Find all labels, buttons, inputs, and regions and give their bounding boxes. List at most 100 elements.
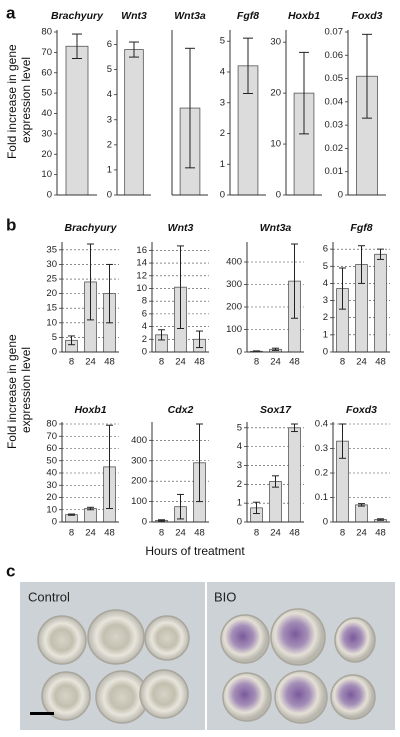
bar [84, 508, 97, 523]
chart: Foxd3 0 0.1 0.2 0.3 0.4 8 24 48 [315, 404, 390, 539]
x-tick-label: 48 [375, 528, 386, 539]
y-tick-label: 30 [46, 480, 57, 491]
image-label: Control [28, 589, 70, 604]
y-tick-label: 3 [237, 460, 242, 471]
error-bar [272, 475, 279, 488]
chart-title: Foxd3 [346, 404, 377, 416]
chart-title: Fgf8 [350, 222, 372, 234]
error-bar [106, 263, 113, 324]
x-axis-label: Hours of treatment [145, 544, 245, 558]
x-tick-label: 8 [159, 357, 164, 368]
y-tick-label: 10 [41, 169, 52, 180]
y-tick-label: 0.2 [315, 468, 328, 479]
y-tick-label: 0.03 [325, 120, 344, 131]
bar [374, 253, 387, 353]
error-bar [377, 518, 384, 521]
chart: Wnt3 0 1 2 3 4 5 6 [107, 10, 151, 201]
chart: Fgf8 0 1 2 3 4 5 6 8 24 48 [323, 222, 390, 368]
error-bar [299, 51, 309, 135]
y-tick-label: 0 [142, 347, 147, 358]
chart-title: Foxd3 [352, 10, 383, 22]
x-tick-label: 48 [194, 528, 205, 539]
y-tick-label: 16 [136, 245, 147, 256]
y-tick-label: 80 [46, 419, 57, 430]
panel-label: a [6, 3, 16, 22]
y-tick-label: 6 [142, 308, 147, 319]
y-tick-label: 14 [136, 258, 147, 269]
y-tick-label: 4 [323, 278, 328, 289]
y-axis-label: Fold increase in gene expression level [5, 331, 33, 449]
error-bar [158, 329, 165, 341]
y-axis-label-line: expression level [19, 347, 33, 433]
y-tick-label: 40 [46, 468, 57, 479]
x-tick-label: 48 [289, 357, 300, 368]
y-tick-label: 70 [41, 47, 52, 58]
y-tick-label: 6 [107, 39, 112, 50]
x-tick-label: 8 [254, 357, 259, 368]
y-tick-label: 1 [107, 164, 112, 175]
y-tick-label: 1 [323, 329, 328, 340]
bar [288, 427, 301, 523]
x-tick-label: 24 [175, 357, 186, 368]
error-bar [87, 243, 94, 321]
error-bar [68, 335, 75, 346]
error-bar [72, 33, 82, 59]
y-tick-label: 25 [46, 274, 57, 285]
x-tick-label: 24 [356, 357, 367, 368]
chart: Hoxb1 0 10 20 30 [270, 10, 322, 201]
y-tick-label: 8 [142, 296, 147, 307]
image-label: BIO [214, 589, 236, 604]
x-tick-label: 24 [270, 528, 281, 539]
y-tick-label: 4 [237, 441, 242, 452]
y-tick-label: 60 [46, 443, 57, 454]
x-tick-label: 48 [104, 357, 115, 368]
y-tick-label: 30 [41, 128, 52, 139]
bar [355, 504, 368, 523]
y-tick-label: 30 [270, 37, 281, 48]
error-bar [358, 503, 365, 507]
y-tick-label: 5 [220, 36, 225, 47]
x-tick-label: 8 [69, 357, 74, 368]
chart: Wnt3a [171, 10, 208, 196]
y-tick-label: 2 [142, 334, 147, 345]
chart-title: Brachyury [51, 10, 104, 22]
y-tick-label: 20 [270, 88, 281, 99]
chart-title: Hoxb1 [74, 404, 106, 416]
x-tick-label: 8 [340, 357, 345, 368]
y-tick-label: 6 [323, 244, 328, 255]
y-tick-label: 0.07 [325, 27, 344, 38]
y-tick-label: 0 [107, 190, 112, 201]
error-bar [129, 41, 139, 58]
y-tick-label: 0 [323, 347, 328, 358]
y-tick-label: 0 [47, 190, 52, 201]
error-bar [291, 423, 298, 433]
y-tick-label: 20 [41, 149, 52, 160]
y-tick-label: 35 [46, 244, 57, 255]
panel-label: c [6, 561, 15, 580]
y-tick-label: 0.05 [325, 73, 344, 84]
error-bar [272, 347, 279, 351]
y-tick-label: 60 [41, 67, 52, 78]
y-tick-label: 0.02 [325, 143, 344, 154]
y-tick-label: 12 [136, 270, 147, 281]
y-tick-label: 5 [52, 332, 57, 343]
x-tick-label: 48 [194, 357, 205, 368]
chart: Wnt3a 0 100 200 300 400 8 24 48 [226, 222, 304, 368]
error-bar [177, 493, 184, 520]
x-tick-label: 8 [159, 528, 164, 539]
chart: Brachyury 0 10 20 30 40 50 60 70 80 [41, 10, 104, 201]
x-tick-label: 8 [254, 528, 259, 539]
y-tick-label: 15 [46, 303, 57, 314]
chart-title: Brachyury [65, 222, 118, 234]
y-tick-label: 0 [237, 517, 242, 528]
scale-bar [30, 712, 54, 715]
x-tick-label: 48 [289, 528, 300, 539]
y-axis-label-line: Fold increase in gene [5, 44, 19, 159]
error-bar [358, 245, 365, 284]
y-tick-label: 10 [46, 504, 57, 515]
y-tick-label: 20 [46, 492, 57, 503]
chart-title: Wnt3 [168, 222, 194, 234]
y-tick-label: 4 [107, 89, 112, 100]
y-tick-label: 0 [220, 190, 225, 201]
